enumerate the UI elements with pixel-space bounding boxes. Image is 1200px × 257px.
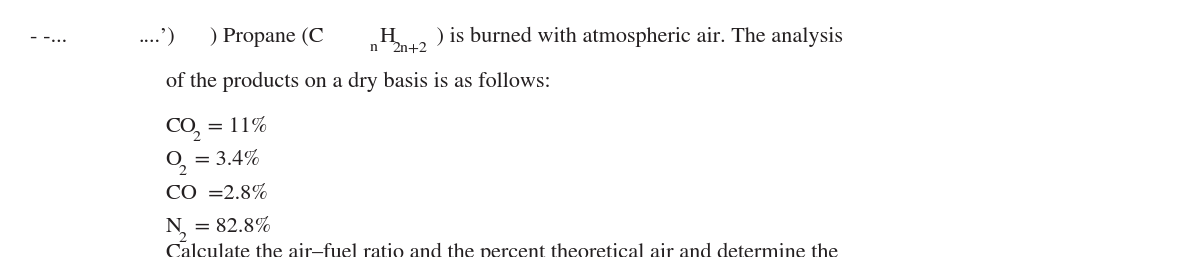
- Text: = 3.4%: = 3.4%: [188, 150, 259, 170]
- Text: = 82.8%: = 82.8%: [188, 217, 271, 237]
- Text: 2n+2: 2n+2: [392, 41, 428, 54]
- Text: CO: CO: [166, 117, 197, 137]
- Text: of the products on a dry basis is as follows:: of the products on a dry basis is as fol…: [166, 72, 551, 92]
- Text: ....’): ....’): [138, 27, 175, 47]
- Text: n: n: [370, 41, 378, 54]
- Text: 2: 2: [192, 131, 200, 144]
- Text: N: N: [166, 217, 181, 237]
- Text: H: H: [379, 27, 396, 47]
- Text: = 11%: = 11%: [202, 117, 268, 137]
- Text: CO  =2.8%: CO =2.8%: [166, 184, 268, 204]
- Text: 2: 2: [179, 164, 187, 178]
- Text: 2: 2: [179, 231, 187, 245]
- Text: ) Propane (C: ) Propane (C: [210, 27, 324, 47]
- Text: ) is burned with atmospheric air. The analysis: ) is burned with atmospheric air. The an…: [431, 27, 844, 47]
- Text: O: O: [166, 150, 181, 170]
- Text: - -...: - -...: [30, 27, 67, 47]
- Text: Calculate the air–fuel ratio and the percent theoretical air and determine the: Calculate the air–fuel ratio and the per…: [166, 243, 838, 257]
